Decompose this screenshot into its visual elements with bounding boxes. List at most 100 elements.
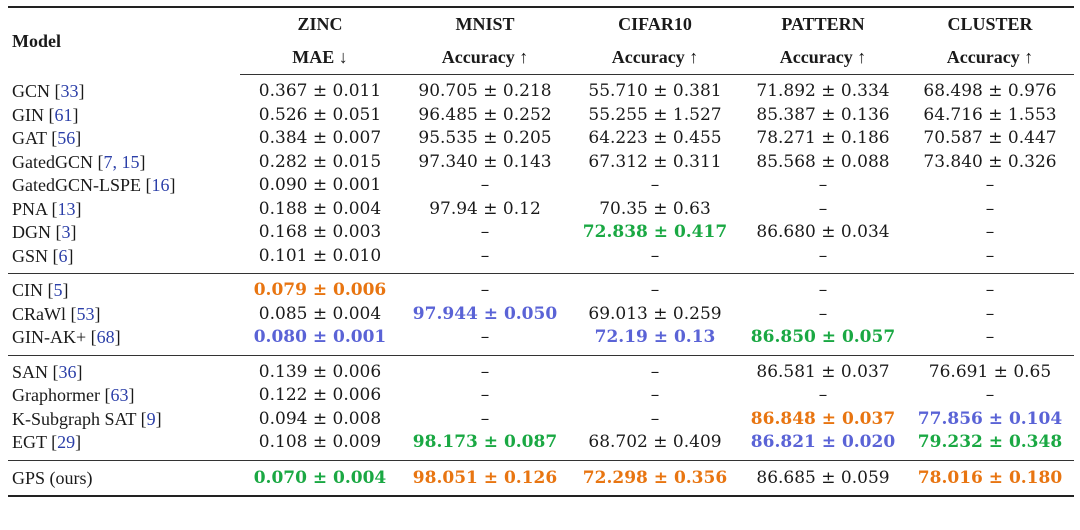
table-row: GatedGCN [7, 15] 0.282 ± 0.015 97.340 ± 0.… bbox=[8, 151, 1074, 175]
value-cell-cluster: 79.232 ± 0.348 bbox=[917, 432, 1063, 452]
citation-link[interactable]: 29 bbox=[57, 432, 76, 452]
model-name: GAT bbox=[12, 128, 47, 148]
value-cell-cluster: – bbox=[906, 273, 1074, 303]
value-cell-cifar10: 69.013 ± 0.259 bbox=[588, 303, 722, 324]
citation-link[interactable]: 6 bbox=[58, 245, 68, 266]
table-row: GIN-AK+ [68] 0.080 ± 0.001 – 72.19 ± 0.13 86… bbox=[8, 326, 1074, 355]
header-metric-zinc: MAE ↓ bbox=[240, 41, 400, 75]
model-name-cell: GatedGCN-LSPE [16] bbox=[12, 175, 176, 195]
model-name-cell: GCN [33] bbox=[12, 80, 85, 101]
value-cell-mnist: 98.173 ± 0.087 bbox=[412, 432, 558, 452]
citation-link[interactable]: 56 bbox=[57, 128, 76, 148]
model-name: CRaWl bbox=[12, 303, 66, 324]
citation-link[interactable]: 3 bbox=[61, 222, 71, 242]
model-name-cell: GPS (ours) bbox=[8, 459, 240, 497]
citation-link[interactable]: 61 bbox=[54, 104, 73, 125]
table-row: GCN [33] 0.367 ± 0.011 90.705 ± 0.218 55.71… bbox=[8, 75, 1074, 104]
value-cell-cluster: 68.498 ± 0.976 bbox=[923, 81, 1057, 101]
value-cell-mnist: 97.94 ± 0.12 bbox=[429, 198, 541, 219]
citation-link[interactable]: 7, 15 bbox=[103, 151, 140, 172]
header-metric-mnist: Accuracy ↑ bbox=[400, 41, 570, 75]
value-cell-cluster: – bbox=[985, 222, 995, 242]
value-cell-mnist: 98.051 ± 0.126 bbox=[400, 459, 570, 497]
value-cell-cifar10: – bbox=[650, 245, 660, 266]
value-cell-zinc: 0.079 ± 0.006 bbox=[240, 273, 400, 303]
model-name-cell: GAT [56] bbox=[12, 128, 82, 148]
citation-link[interactable]: 9 bbox=[146, 408, 156, 429]
value-cell-zinc: 0.282 ± 0.015 bbox=[258, 151, 382, 172]
model-name-cell: GatedGCN [7, 15] bbox=[12, 151, 146, 172]
value-cell-zinc: 0.188 ± 0.004 bbox=[258, 198, 382, 219]
value-cell-cifar10: 67.312 ± 0.311 bbox=[588, 151, 722, 172]
value-cell-pattern: – bbox=[818, 303, 828, 324]
table-row: GSN [6] 0.101 ± 0.010 – – – – bbox=[8, 245, 1074, 274]
citation-link[interactable]: 13 bbox=[57, 198, 76, 219]
table-row: EGT [29] 0.108 ± 0.009 98.173 ± 0.087 68.70… bbox=[8, 431, 1074, 460]
model-name: EGT bbox=[12, 432, 47, 452]
value-cell-cifar10: – bbox=[570, 354, 740, 384]
citation-link[interactable]: 53 bbox=[76, 303, 95, 324]
value-cell-pattern: 78.271 ± 0.186 bbox=[756, 128, 890, 148]
citation-link[interactable]: 68 bbox=[96, 327, 115, 347]
value-cell-cluster: 73.840 ± 0.326 bbox=[923, 151, 1057, 172]
citation-link[interactable]: 16 bbox=[151, 175, 170, 195]
value-cell-cifar10: 72.298 ± 0.356 bbox=[570, 459, 740, 497]
value-cell-pattern: 86.685 ± 0.059 bbox=[740, 459, 906, 497]
value-cell-pattern: 86.581 ± 0.037 bbox=[740, 354, 906, 384]
model-name: GIN-AK+ bbox=[12, 327, 87, 347]
table-row: SAN [36] 0.139 ± 0.006– –86.581 ± 0.037 76.… bbox=[8, 354, 1074, 384]
table-row: Graphormer [63] 0.122 ± 0.006 – – – – bbox=[8, 384, 1074, 408]
header-model: Model bbox=[8, 6, 240, 75]
value-cell-cluster: – bbox=[985, 245, 995, 266]
model-name-cell: GIN [61] bbox=[12, 104, 79, 125]
value-cell-pattern: 86.680 ± 0.034 bbox=[756, 222, 890, 242]
value-cell-zinc: 0.108 ± 0.009 bbox=[258, 432, 382, 452]
citation-link[interactable]: 33 bbox=[60, 80, 79, 101]
header-dataset-pattern: PATTERN bbox=[740, 6, 906, 41]
table-body: GCN [33] 0.367 ± 0.011 90.705 ± 0.218 55.71… bbox=[8, 75, 1074, 497]
header-dataset-cifar10: CIFAR10 bbox=[570, 6, 740, 41]
value-cell-cifar10: 70.35 ± 0.63 bbox=[599, 198, 711, 219]
model-name-cell: CIN [5] bbox=[8, 273, 240, 303]
table-row: CIN [5] 0.079 ± 0.006– – – – bbox=[8, 273, 1074, 303]
value-cell-zinc: 0.085 ± 0.004 bbox=[258, 303, 382, 324]
header-dataset-zinc: ZINC bbox=[240, 6, 400, 41]
table-row: GPS (ours) 0.070 ± 0.004 98.051 ± 0.126 72.… bbox=[8, 459, 1074, 497]
value-cell-cifar10: 64.223 ± 0.455 bbox=[588, 128, 722, 148]
value-cell-zinc: 0.367 ± 0.011 bbox=[258, 81, 382, 101]
value-cell-zinc: 0.090 ± 0.001 bbox=[258, 175, 382, 195]
value-cell-cluster: 76.691 ± 0.65 bbox=[906, 354, 1074, 384]
value-cell-cifar10: – bbox=[650, 385, 660, 405]
value-cell-cifar10: 72.838 ± 0.417 bbox=[582, 222, 728, 242]
citation-link[interactable]: 5 bbox=[53, 280, 63, 300]
value-cell-cluster: 70.587 ± 0.447 bbox=[923, 128, 1057, 148]
header-metric-pattern: Accuracy ↑ bbox=[740, 41, 906, 75]
model-name: PNA bbox=[12, 198, 48, 219]
header-dataset-cluster: CLUSTER bbox=[906, 6, 1074, 41]
model-name: CIN bbox=[12, 280, 43, 300]
value-cell-mnist: – bbox=[480, 222, 490, 242]
model-name: GIN bbox=[12, 104, 44, 125]
table-row: GIN [61] 0.526 ± 0.051 96.485 ± 0.252 55.25… bbox=[8, 104, 1074, 128]
value-cell-cifar10: – bbox=[570, 273, 740, 303]
value-cell-zinc: 0.384 ± 0.007 bbox=[258, 128, 382, 148]
header-metric-cifar10: Accuracy ↑ bbox=[570, 41, 740, 75]
citation-link[interactable]: 36 bbox=[58, 361, 77, 382]
value-cell-pattern: – bbox=[818, 198, 828, 219]
value-cell-zinc: 0.139 ± 0.006 bbox=[240, 354, 400, 384]
value-cell-mnist: 97.944 ± 0.050 bbox=[412, 303, 558, 324]
value-cell-cluster: – bbox=[985, 175, 995, 195]
model-name: GPS (ours) bbox=[12, 467, 93, 488]
table-header: Model ZINC MNIST CIFAR10 PATTERN CLUSTER… bbox=[8, 6, 1074, 75]
model-name-cell: EGT [29] bbox=[12, 432, 82, 452]
model-name: GatedGCN bbox=[12, 151, 93, 172]
value-cell-cluster: – bbox=[985, 327, 995, 347]
model-name-cell: GSN [6] bbox=[12, 245, 74, 266]
table-row: DGN [3] 0.168 ± 0.003 – 72.838 ± 0.417 86.68… bbox=[8, 221, 1074, 245]
model-name-cell: PNA [13] bbox=[12, 198, 82, 219]
value-cell-pattern: – bbox=[818, 245, 828, 266]
value-cell-zinc: 0.526 ± 0.051 bbox=[258, 104, 382, 125]
header-metric-cluster: Accuracy ↑ bbox=[906, 41, 1074, 75]
value-cell-pattern: – bbox=[818, 385, 828, 405]
citation-link[interactable]: 63 bbox=[110, 385, 129, 405]
